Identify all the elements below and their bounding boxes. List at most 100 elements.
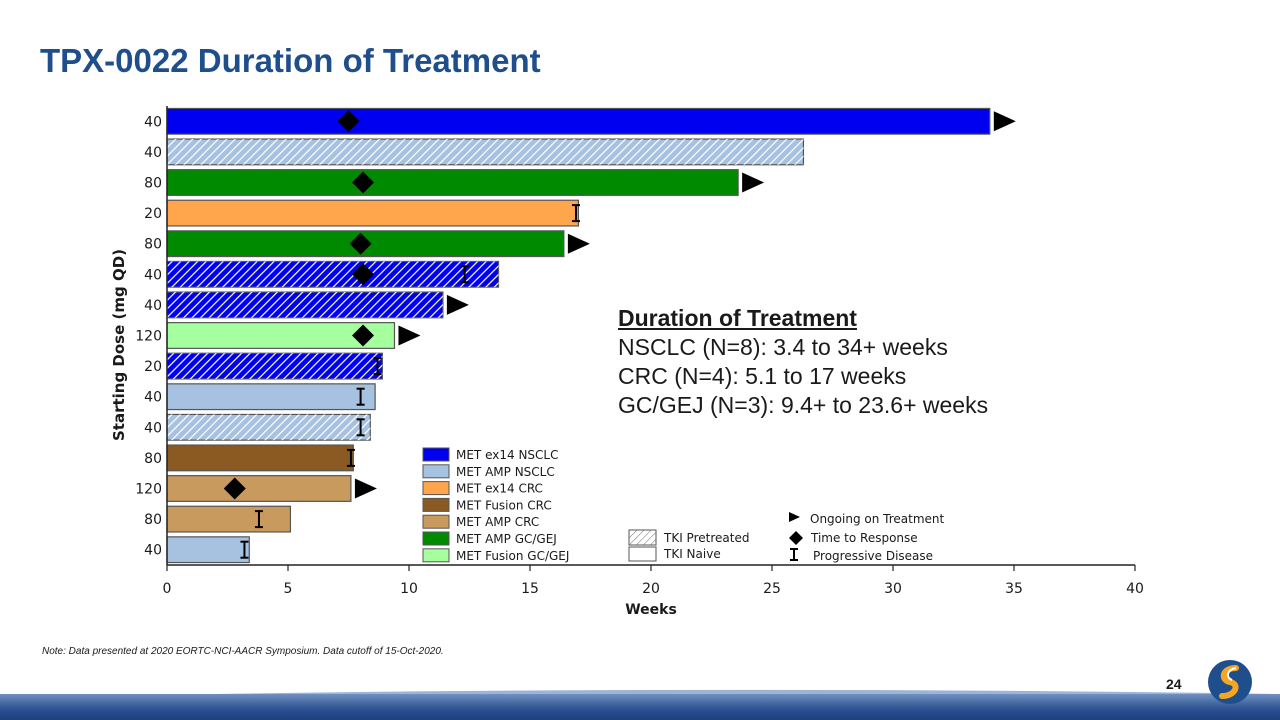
x-axis-label: Weeks bbox=[625, 602, 677, 618]
legend-swatch bbox=[422, 514, 450, 529]
y-axis-label: Starting Dose (mg QD) bbox=[110, 249, 128, 441]
bar-hatch-patient-11 bbox=[167, 414, 371, 441]
y-tick-label: 80 bbox=[144, 176, 162, 192]
bar-hatch-patient-9 bbox=[167, 353, 383, 379]
ongoing-arrow bbox=[446, 294, 469, 315]
legend-swatch bbox=[422, 531, 450, 546]
ongoing-arrow bbox=[993, 111, 1016, 132]
bars-layer bbox=[166, 107, 991, 564]
legend-label: MET AMP NSCLC bbox=[456, 465, 555, 479]
response-diamond bbox=[337, 110, 360, 133]
y-tick-label: 80 bbox=[144, 451, 162, 467]
legend-label: MET ex14 NSCLC bbox=[456, 448, 558, 462]
legend-progression-icon bbox=[790, 548, 798, 561]
progression-marker bbox=[346, 448, 355, 467]
summary-nsclc: NSCLC (N=8): 3.4 to 34+ weeks bbox=[618, 334, 948, 360]
footer-band bbox=[0, 694, 1280, 720]
page-title: TPX-0022 Duration of Treatment bbox=[40, 42, 541, 79]
legend-label: MET AMP GC/GEJ bbox=[456, 532, 557, 546]
x-tick-label: 35 bbox=[1005, 581, 1023, 597]
legend-markers: Ongoing on Treatment Time to Response Prog… bbox=[789, 512, 944, 563]
progression-marker bbox=[571, 204, 580, 223]
y-tick-label: 40 bbox=[144, 298, 162, 314]
bar-patient-14 bbox=[166, 505, 292, 533]
y-tick-labels: 40 40 80 20 80 40 40 120 20 40 40 80 120 80 40 bbox=[135, 114, 162, 558]
bar-patient-13 bbox=[166, 475, 352, 502]
y-tick-label: 40 bbox=[144, 114, 162, 130]
y-tick-label: 20 bbox=[144, 359, 162, 375]
ongoing-arrow bbox=[398, 325, 421, 346]
y-tick-label: 40 bbox=[144, 145, 162, 161]
legend-tki: TKI Pretreated TKI Naive bbox=[628, 529, 749, 562]
ongoing-arrow bbox=[354, 478, 377, 499]
response-diamond bbox=[352, 171, 375, 194]
summary-crc: CRC (N=4): 5.1 to 17 weeks bbox=[618, 363, 907, 389]
legend-label-ongoing: Ongoing on Treatment bbox=[810, 512, 944, 526]
legend-label-response: Time to Response bbox=[810, 531, 918, 545]
y-tick-label: 20 bbox=[144, 206, 162, 222]
x-tick-label: 20 bbox=[642, 581, 660, 597]
y-tick-label: 120 bbox=[135, 329, 162, 345]
y-tick-label: 40 bbox=[144, 420, 162, 436]
x-tick-label: 10 bbox=[400, 581, 418, 597]
legend-label-pretreated: TKI Pretreated bbox=[663, 531, 749, 545]
legend-label-naive: TKI Naive bbox=[663, 547, 721, 561]
x-tick-label: 5 bbox=[284, 581, 293, 597]
bar-patient-10 bbox=[166, 383, 376, 411]
ongoing-arrow bbox=[567, 233, 590, 254]
legend-swatch bbox=[422, 481, 450, 496]
bar-hatch-patient-7 bbox=[167, 292, 443, 318]
progression-marker bbox=[254, 510, 263, 529]
x-tick-label: 0 bbox=[163, 581, 172, 597]
progression-marker bbox=[460, 265, 469, 284]
bar-hatch-patient-2 bbox=[167, 139, 804, 165]
y-tick-label: 80 bbox=[144, 237, 162, 253]
legend-swatch bbox=[422, 548, 450, 563]
progression-marker bbox=[356, 387, 365, 406]
legend-swatch bbox=[422, 464, 450, 479]
legend-label: MET Fusion CRC bbox=[456, 498, 552, 512]
legend-swatch-naive bbox=[628, 546, 657, 562]
x-tick-label: 15 bbox=[521, 581, 539, 597]
legend-response-diamond-icon bbox=[789, 531, 803, 545]
y-tick-label: 80 bbox=[144, 512, 162, 528]
summary-heading: Duration of Treatment bbox=[618, 305, 857, 331]
response-diamond bbox=[223, 477, 246, 500]
y-tick-label: 40 bbox=[144, 267, 162, 283]
bar-patient-3 bbox=[166, 169, 739, 196]
legend-label: MET Fusion GC/GEJ bbox=[456, 549, 569, 563]
response-diamond bbox=[352, 263, 375, 286]
legend-swatch bbox=[422, 497, 450, 512]
x-tick-label: 40 bbox=[1126, 581, 1144, 597]
bar-patient-1 bbox=[166, 107, 991, 135]
progression-marker bbox=[373, 357, 382, 376]
bar-hatch-patient-6 bbox=[167, 261, 499, 288]
legend-swatch-pretreated-hatch bbox=[629, 530, 656, 545]
legend-label: MET ex14 CRC bbox=[456, 482, 543, 496]
bar-patient-4 bbox=[166, 199, 579, 227]
y-tick-label: 40 bbox=[144, 543, 162, 559]
x-tick-label: 25 bbox=[763, 581, 781, 597]
legend-ongoing-arrow-icon bbox=[789, 512, 800, 522]
summary-gcgej: GC/GEJ (N=3): 9.4+ to 23.6+ weeks bbox=[618, 392, 989, 418]
legend-swatch bbox=[422, 447, 450, 462]
progression-marker bbox=[240, 540, 249, 559]
response-diamond bbox=[352, 324, 375, 347]
company-logo bbox=[1208, 660, 1252, 704]
progression-marker bbox=[356, 418, 365, 437]
bar-patient-15 bbox=[166, 536, 250, 564]
y-tick-label: 40 bbox=[144, 390, 162, 406]
ongoing-arrow bbox=[742, 172, 765, 193]
y-tick-label: 120 bbox=[135, 482, 162, 498]
response-diamond bbox=[349, 232, 372, 255]
legend-groups: MET ex14 NSCLC MET AMP NSCLC MET ex14 CRC M… bbox=[422, 447, 569, 563]
x-tick-label: 30 bbox=[884, 581, 902, 597]
legend-label: MET AMP CRC bbox=[456, 515, 539, 529]
page-number: 24 bbox=[1166, 676, 1182, 692]
markers-layer bbox=[223, 110, 1016, 559]
legend-label-progression: Progressive Disease bbox=[813, 549, 933, 563]
footnote: Note: Data presented at 2020 EORTC-NCI-A… bbox=[42, 646, 444, 657]
bar-patient-12 bbox=[166, 444, 354, 472]
x-tick-labels: 0 5 10 15 20 25 30 35 40 bbox=[163, 565, 1144, 597]
